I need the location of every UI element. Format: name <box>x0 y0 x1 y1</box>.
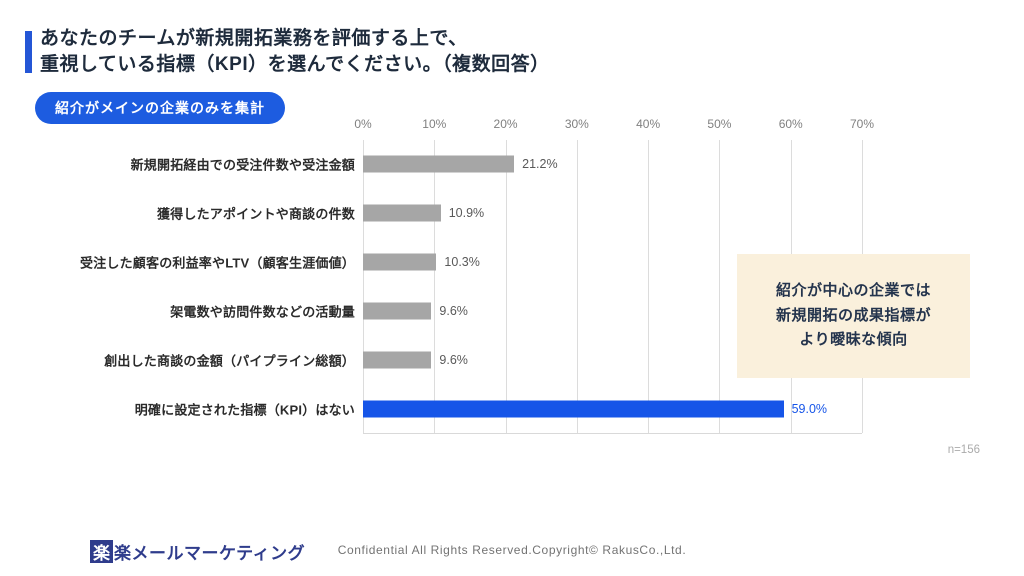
annotation-line3: より曖昧な傾向 <box>799 331 908 349</box>
x-axis-tick: 50% <box>707 117 732 131</box>
category-label: 創出した商談の金額（パイプライン総額） <box>104 353 355 369</box>
annotation-line1: 紹介が中心の企業では <box>775 281 931 299</box>
category-label: 獲得したアポイントや商談の件数 <box>156 206 355 222</box>
gridline <box>576 140 578 433</box>
x-axis-tick: 20% <box>493 117 518 131</box>
x-axis-tick: 10% <box>422 117 447 131</box>
x-axis-tick: 30% <box>564 117 589 131</box>
category-label: 受注した顧客の利益率やLTV（顧客生涯価値） <box>80 255 355 271</box>
value-label: 59.0% <box>791 401 828 416</box>
title-accent-bar <box>25 31 32 73</box>
annotation-text: 紹介が中心の企業では 新規開拓の成果指標が より曖昧な傾向 <box>776 279 931 353</box>
gridline <box>505 140 507 433</box>
sample-size-label: n=156 <box>947 444 980 456</box>
category-label: 新規開拓経由での受注件数や受注金額 <box>130 157 355 173</box>
bar <box>363 204 441 222</box>
annotation-box: 紹介が中心の企業では 新規開拓の成果指標が より曖昧な傾向 <box>737 254 970 378</box>
x-axis-tick: 60% <box>778 117 803 131</box>
filter-badge: 紹介がメインの企業のみを集計 <box>35 92 285 124</box>
category-label: 明確に設定された指標（KPI）はない <box>134 402 355 418</box>
annotation-line2: 新規開拓の成果指標が <box>775 306 931 324</box>
bar <box>363 302 432 320</box>
page-title-line2: 重視している指標（KPI）を選んでください。（複数回答） <box>40 54 550 76</box>
value-label: 9.6% <box>439 303 468 318</box>
company-logo: 楽 楽メールマーケティング <box>90 539 305 564</box>
value-label: 10.3% <box>444 255 480 270</box>
gridline <box>648 140 650 433</box>
logo-mark-icon: 楽 <box>90 540 113 563</box>
value-label: 9.6% <box>439 352 468 367</box>
bar <box>363 155 515 173</box>
bar <box>363 351 432 369</box>
plot-baseline <box>363 433 862 434</box>
bar-highlighted <box>363 400 784 418</box>
gridline <box>434 140 436 433</box>
gridline <box>719 140 721 433</box>
x-axis-tick: 40% <box>636 117 661 131</box>
x-axis-tick: 70% <box>849 117 875 131</box>
gridline <box>363 140 364 433</box>
page-title: あなたのチームが新規開拓業務を評価する上で、 重視している指標（KPI）を選んで… <box>40 26 550 78</box>
category-label: 架電数や訪問件数などの活動量 <box>170 304 355 320</box>
bar <box>363 253 437 271</box>
logo-text: 楽メールマーケティング <box>114 544 306 563</box>
value-label: 21.2% <box>522 157 558 172</box>
copyright-text: Confidential All Rights Reserved.Copyrig… <box>337 543 687 557</box>
value-label: 10.9% <box>448 206 485 221</box>
x-axis-tick: 0% <box>354 117 372 131</box>
page-title-line1: あなたのチームが新規開拓業務を評価する上で、 <box>40 28 468 49</box>
